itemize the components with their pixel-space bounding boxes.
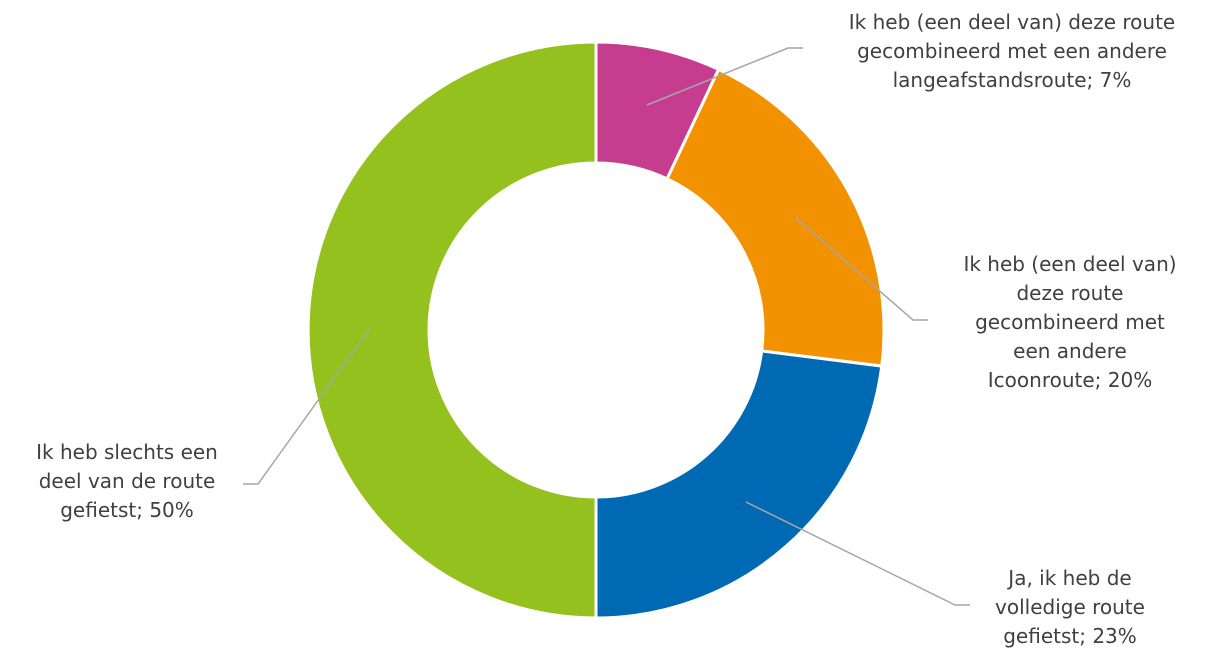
data-label-3: Ja, ik heb de volledige route gefietst; 23… (995, 566, 1145, 648)
leader-lines (243, 47, 970, 606)
data-label-line: gecombineerd met (975, 310, 1165, 334)
data-labels: Ik heb (een deel van) deze route gecombin… (36, 10, 1176, 648)
data-label-line: Ik heb slechts een (36, 440, 218, 464)
data-label-line: Ik heb (een deel van) (963, 252, 1176, 276)
data-label-line: een andere (1013, 339, 1127, 363)
data-label-line: Ik heb (een deel van) deze route (849, 10, 1175, 34)
leader-line-4 (243, 327, 371, 485)
data-label-line: gefietst; 23% (1003, 624, 1137, 648)
data-label-line: gefietst; 50% (60, 498, 194, 522)
data-label-2: Ik heb (een deel van) deze route gecombine… (963, 252, 1176, 392)
data-label-line: deze route (1016, 281, 1123, 305)
data-label-line: langeafstandsroute; 7% (893, 68, 1132, 92)
data-label-line: Ja, ik heb de (1006, 566, 1131, 590)
data-label-1: Ik heb (een deel van) deze route gecombin… (849, 10, 1175, 92)
data-label-line: gecombineerd met een andere (857, 39, 1167, 63)
data-label-4: Ik heb slechts een deel van de route gefie… (36, 440, 218, 522)
slice-4 (306, 40, 598, 620)
leader-line-1 (646, 47, 803, 106)
data-label-line: Icoonroute; 20% (988, 368, 1152, 392)
data-label-line: deel van de route (39, 469, 216, 493)
slice-2 (665, 67, 886, 368)
chart-slices (306, 40, 886, 620)
leader-line-2 (795, 217, 928, 321)
slice-3 (594, 349, 884, 620)
leader-line-3 (745, 501, 970, 606)
data-label-line: volledige route (995, 595, 1145, 619)
